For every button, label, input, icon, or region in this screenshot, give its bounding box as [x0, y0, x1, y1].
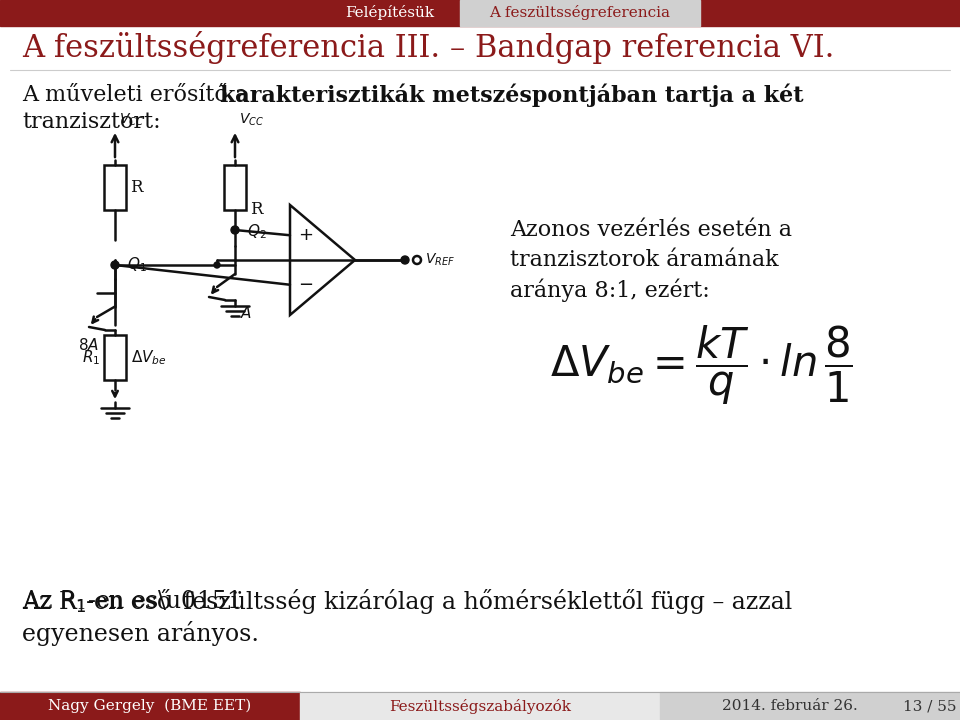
Text: Az R₁-en eső  feszültsség kizárólag a hőmérséklettől függ – azzal: Az R₁-en eső feszültsség kizárólag a hőm… — [22, 590, 792, 614]
Text: Nagy Gergely  (BME EET): Nagy Gergely (BME EET) — [48, 699, 252, 714]
Text: aránya 8:1, ezért:: aránya 8:1, ezért: — [510, 278, 709, 302]
Text: 2014. február 26.: 2014. február 26. — [722, 699, 858, 713]
Text: $Q_2$: $Q_2$ — [247, 222, 267, 241]
Text: $Q_1$: $Q_1$ — [127, 255, 147, 274]
Text: $V_{CC}$: $V_{CC}$ — [239, 112, 264, 128]
Text: Felépítésük: Felépítésük — [346, 6, 435, 20]
Circle shape — [231, 226, 239, 234]
Text: R: R — [130, 179, 142, 196]
Bar — [660, 692, 960, 720]
Text: $\Delta V_{be}$: $\Delta V_{be}$ — [131, 348, 167, 367]
Text: tranzisztort:: tranzisztort: — [22, 111, 160, 133]
Bar — [104, 165, 126, 210]
Bar — [300, 692, 660, 720]
Text: egyenesen arányos.: egyenesen arányos. — [22, 621, 259, 647]
Text: $V_{CC}$: $V_{CC}$ — [119, 112, 144, 128]
Bar — [0, 0, 960, 26]
Text: A műveleti erősítő a: A műveleti erősítő a — [22, 84, 255, 106]
Text: −: − — [298, 276, 313, 294]
Bar — [104, 335, 126, 380]
Text: $8A$: $8A$ — [78, 337, 99, 353]
Circle shape — [111, 261, 119, 269]
Text: $R_1$: $R_1$ — [82, 348, 100, 367]
Text: A feszültsségreferencia: A feszültsségreferencia — [490, 6, 670, 20]
Bar — [0, 692, 300, 720]
Text: Az $\mathrm{R}_1$-en es\u0151: Az $\mathrm{R}_1$-en es\u0151 — [22, 589, 243, 615]
Circle shape — [401, 256, 409, 264]
Text: 13 / 55: 13 / 55 — [903, 699, 957, 713]
Bar — [460, 0, 700, 26]
Text: Azonos vezérlés esetén a: Azonos vezérlés esetén a — [510, 219, 792, 241]
Text: tranzisztorok áramának: tranzisztorok áramának — [510, 249, 779, 271]
Text: $V_{REF}$: $V_{REF}$ — [425, 252, 455, 268]
Text: A feszültsségreferencia III. – Bandgap referencia VI.: A feszültsségreferencia III. – Bandgap r… — [22, 32, 834, 65]
Circle shape — [214, 262, 220, 268]
Text: R: R — [250, 202, 262, 218]
Text: $\Delta V_{be} = \dfrac{kT}{q} \cdot ln \, \dfrac{8}{1}$: $\Delta V_{be} = \dfrac{kT}{q} \cdot ln … — [550, 323, 853, 407]
Text: +: + — [298, 226, 313, 244]
Bar — [224, 165, 246, 210]
Text: Feszültsségszabályozók: Feszültsségszabályozók — [389, 698, 571, 714]
Text: karakterisztikák metszéspontjában tartja a két: karakterisztikák metszéspontjában tartja… — [220, 84, 804, 107]
Text: $A$: $A$ — [240, 305, 252, 321]
